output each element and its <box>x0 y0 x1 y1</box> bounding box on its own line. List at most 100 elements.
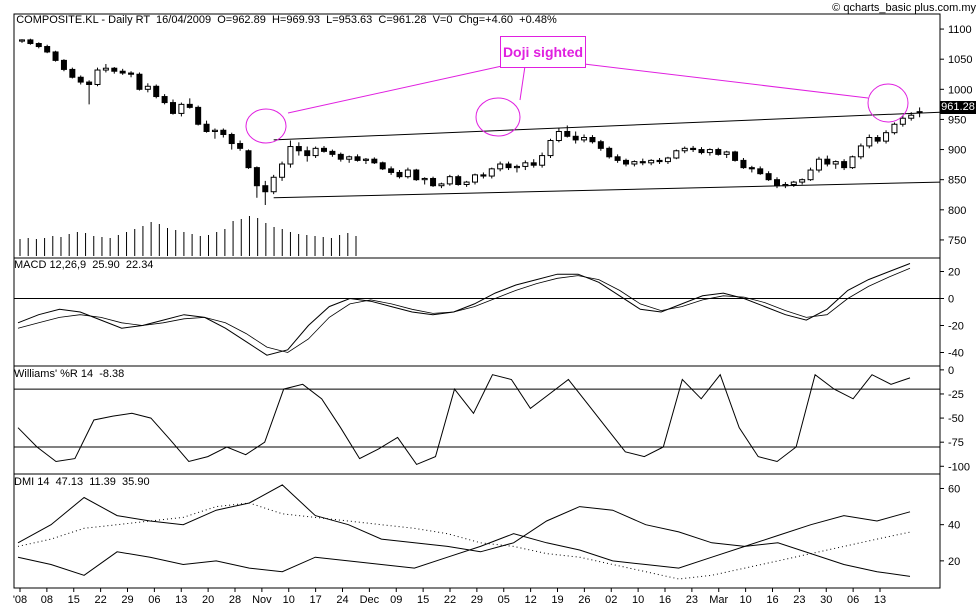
change-pct-label: +0.48% <box>519 14 557 26</box>
candle-body <box>656 159 663 163</box>
x-tick-label: 05 <box>498 594 510 606</box>
macd-y-tick-label: -20 <box>948 321 964 333</box>
candle-body <box>404 169 411 178</box>
candle-body <box>673 150 680 159</box>
x-tick-label: Dec <box>360 594 380 606</box>
x-tick-label: 23 <box>686 594 698 606</box>
x-tick-label: 20 <box>202 594 214 606</box>
quote-header: COMPOSITE.KL - Daily RT 16/04/2009 O=962… <box>16 14 557 26</box>
candle-body <box>774 179 780 187</box>
candle-body <box>614 156 621 161</box>
upper-trendline <box>273 111 941 141</box>
price-y-tick-label: 750 <box>948 235 966 247</box>
doji-circle <box>245 108 287 144</box>
candle-body <box>463 181 470 185</box>
candle-body <box>287 146 294 165</box>
x-tick-label: Mar <box>709 594 728 606</box>
candle-body <box>497 163 504 170</box>
candle-body <box>790 181 797 185</box>
candle-body <box>681 147 688 152</box>
x-tick-label: 06 <box>148 594 160 606</box>
candle-body <box>228 133 235 145</box>
candle-body <box>606 147 613 158</box>
candle-body <box>765 173 772 181</box>
candle-body <box>371 158 378 164</box>
x-tick-label: 15 <box>68 594 80 606</box>
candle-body <box>807 169 814 181</box>
price-y-tick-label: 1000 <box>948 84 972 96</box>
pane-frame-macd <box>13 257 941 367</box>
candle-body <box>555 130 562 142</box>
macd-y-tick-label: 20 <box>948 267 960 279</box>
candle-body <box>547 140 554 157</box>
x-tick-label: 16 <box>766 594 778 606</box>
candle-body <box>857 145 864 158</box>
x-tick-label: 17 <box>310 594 322 606</box>
dmi-series-line <box>17 533 911 577</box>
candle-body <box>883 132 890 142</box>
candle-body <box>723 151 730 155</box>
macd-y-tick-label: 0 <box>948 294 954 306</box>
x-tick-label: 09 <box>390 594 402 606</box>
candle-body <box>94 69 101 85</box>
candle-body <box>908 114 915 119</box>
candle-body <box>639 161 646 164</box>
macd-series-line <box>17 263 911 356</box>
candle-body <box>111 67 118 72</box>
candle-body <box>388 168 395 173</box>
candle-body <box>102 67 109 71</box>
candle-body <box>337 153 344 160</box>
dmi-title: DMI 14 47.13 11.39 35.90 <box>14 476 150 488</box>
candle-body <box>757 168 764 175</box>
x-tick-label: 06 <box>847 594 859 606</box>
candle-body <box>86 81 93 85</box>
candle-body <box>530 162 537 166</box>
candle-body <box>195 106 202 125</box>
candle-body <box>69 68 76 78</box>
price-y-tick-label: 900 <box>948 145 966 157</box>
candle-body <box>874 137 881 142</box>
candle-body <box>648 159 655 164</box>
price-y-tick-label: 950 <box>948 114 966 126</box>
symbol-label: COMPOSITE.KL <box>16 14 99 26</box>
candle-body <box>631 161 638 165</box>
candle-body <box>841 161 848 169</box>
dmi-y-tick-label: 60 <box>948 483 960 495</box>
x-tick-label: 15 <box>417 594 429 606</box>
candle-body <box>849 156 856 169</box>
x-tick-label: Nov <box>252 594 272 606</box>
x-tick-label: 23 <box>793 594 805 606</box>
williams-title: Williams' %R 14 -8.38 <box>14 368 125 380</box>
x-tick-label: 29 <box>471 594 483 606</box>
x-tick-label: 13 <box>874 594 886 606</box>
candle-body <box>480 174 487 177</box>
open-label: O=962.89 <box>217 14 266 26</box>
macd-series-line <box>17 267 911 353</box>
candle-body <box>19 39 25 42</box>
candle-body <box>44 46 51 53</box>
pane-frame-dmi <box>13 473 941 589</box>
candle-body <box>421 177 428 181</box>
candle-body <box>396 171 403 178</box>
candle-body <box>329 150 336 155</box>
x-tick-label: '08 <box>13 594 27 606</box>
x-tick-label: 22 <box>444 594 456 606</box>
candle-body <box>715 149 722 155</box>
candle-body <box>119 70 126 74</box>
doji-annotation: Doji sighted <box>500 36 586 68</box>
interval-label: Daily RT <box>108 14 150 26</box>
x-tick-label: 08 <box>41 594 53 606</box>
macd-title: MACD 12,26,9 25.90 22.34 <box>14 259 154 271</box>
candle-body <box>304 150 311 157</box>
last-price-badge: 961.28 <box>940 101 976 114</box>
callout-line <box>583 63 869 99</box>
candle-body <box>899 117 906 125</box>
candle-body <box>522 162 529 167</box>
candle-body <box>430 177 437 187</box>
high-label: H=969.93 <box>271 14 320 26</box>
candle-body <box>832 161 839 165</box>
candle-body <box>740 159 747 169</box>
williams-y-tick-label: -100 <box>948 461 970 473</box>
candle-body <box>136 73 143 90</box>
